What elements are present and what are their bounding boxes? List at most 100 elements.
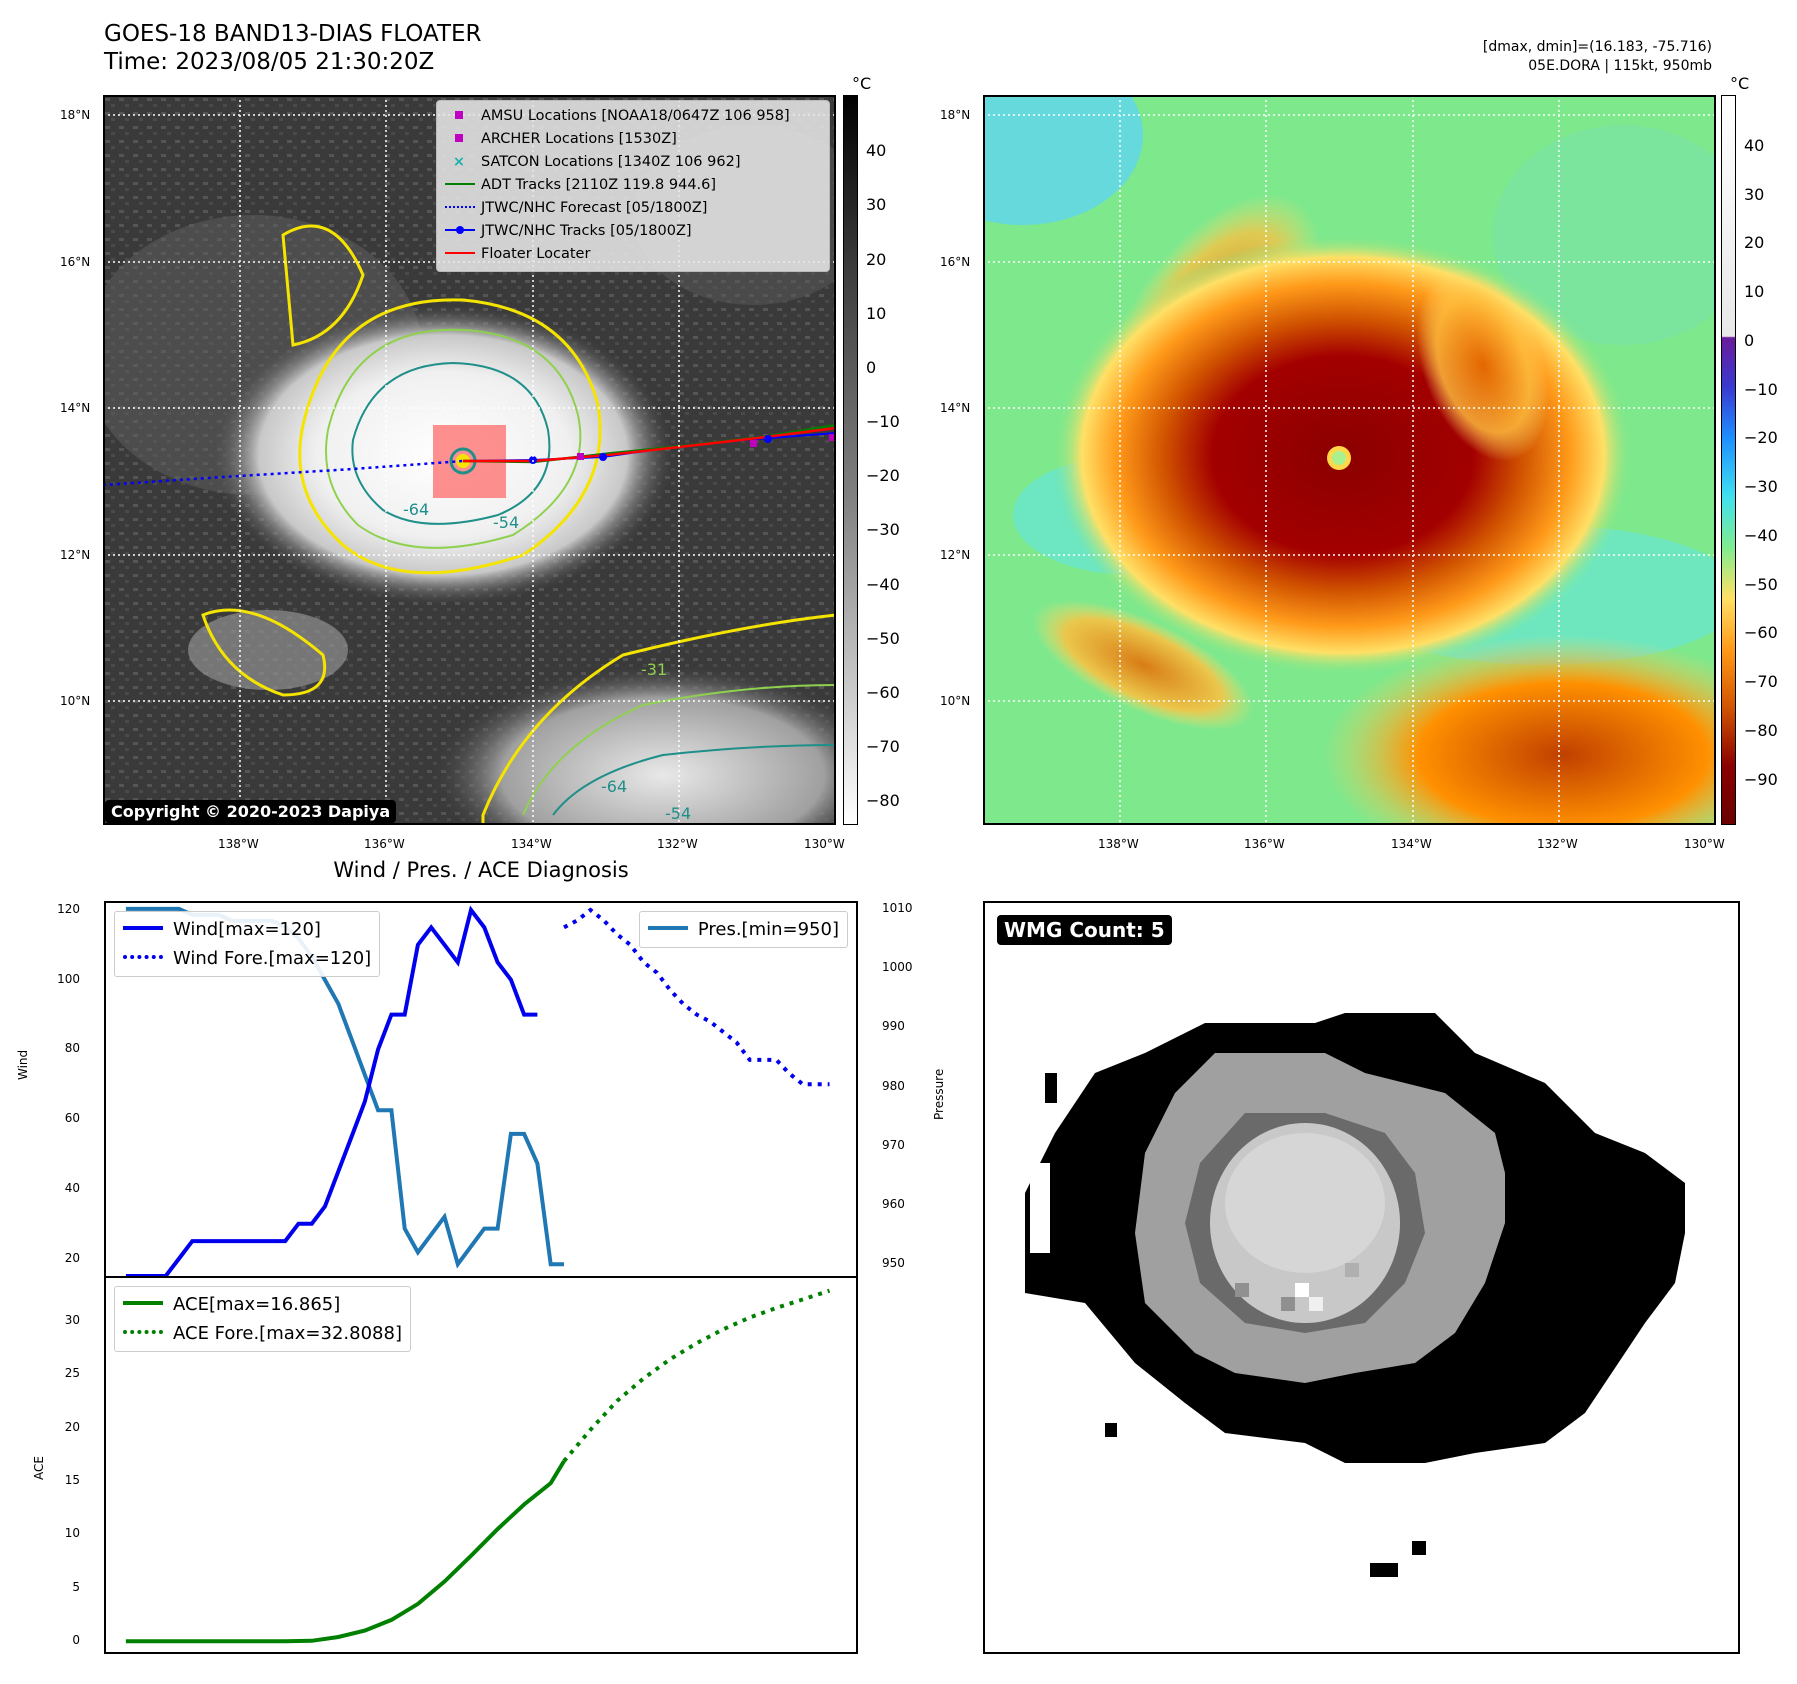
pres-legend-entry: Pres.[min=950]: [647, 915, 839, 944]
wind-pres-plot: Wind[max=120] Wind Fore.[max=120] Pres.[…: [104, 901, 858, 1278]
legend-marker-x-icon: ×: [452, 154, 466, 170]
colorbar-tick: 10: [1744, 282, 1765, 301]
contour-label: -64: [403, 500, 429, 519]
pressure-tick: 1000: [882, 960, 913, 975]
ace-legend-entry: ACE Fore.[max=32.8088]: [123, 1319, 402, 1348]
lat-tick: 16°N: [60, 255, 91, 269]
colorbar-tick: 40: [1744, 136, 1765, 155]
pressure-tick: 970: [882, 1137, 905, 1152]
colorbar-tick: −10: [866, 412, 900, 431]
colorbar-tick: −30: [866, 520, 900, 539]
ace-tick: 5: [72, 1579, 80, 1594]
lon-tick: 130°W: [804, 837, 845, 851]
copyright-badge: Copyright © 2020-2023 Dapiya: [105, 800, 397, 823]
lat-tick: 18°N: [60, 108, 91, 122]
colorbar-tick: −70: [866, 737, 900, 756]
lon-tick: 136°W: [364, 837, 405, 851]
legend-label: AMSU Locations [NOAA18/0647Z 106 958]: [481, 108, 790, 124]
colorbar-tick: −60: [866, 683, 900, 702]
lon-tick: 132°W: [657, 837, 698, 851]
figure-title: GOES-18 BAND13-DIAS FLOATER Time: 2023/0…: [104, 20, 482, 76]
colorbar-tick: −10: [1744, 380, 1778, 399]
ace-legend: ACE[max=16.865] ACE Fore.[max=32.8088]: [114, 1286, 411, 1352]
legend-label: Wind[max=120]: [173, 919, 321, 940]
pres-legend: Pres.[min=950]: [638, 911, 848, 948]
wind-axis-label: Wind: [16, 1049, 30, 1080]
pressure-tick: 1010: [882, 900, 913, 915]
wind-tick: 40: [64, 1180, 80, 1195]
legend-marker-square-icon: [455, 111, 463, 119]
legend-entry: ARCHER Locations [1530Z]: [445, 128, 677, 150]
wind-legend: Wind[max=120] Wind Fore.[max=120]: [114, 911, 381, 977]
wind-tick: 60: [64, 1111, 80, 1126]
color-map-frame: [983, 95, 1716, 825]
ir-legend: AMSU Locations [NOAA18/0647Z 106 958] AR…: [436, 100, 830, 272]
ace-tick: 10: [64, 1526, 80, 1541]
color-colorbar-unit: °C: [1730, 74, 1750, 93]
colorbar-tick: −20: [1744, 428, 1778, 447]
legend-entry: ADT Tracks [2110Z 119.8 944.6]: [445, 174, 716, 196]
wind-tick: 20: [64, 1250, 80, 1265]
wind-tick: 80: [64, 1041, 80, 1056]
title-line-1: GOES-18 BAND13-DIAS FLOATER: [104, 21, 482, 47]
diagnosis-title: Wind / Pres. / ACE Diagnosis: [333, 858, 629, 882]
legend-dotted-line-icon: [123, 955, 163, 959]
contour-label: -31: [641, 660, 667, 679]
legend-label: Floater Locater: [481, 246, 591, 262]
ace-plot: ACE[max=16.865] ACE Fore.[max=32.8088]: [104, 1276, 858, 1654]
color-map-panel: [903, 45, 1797, 875]
colorbar-tick: −90: [1744, 770, 1778, 789]
colorbar-tick: 20: [1744, 233, 1765, 252]
legend-line-icon: [445, 183, 475, 185]
ace-tick: 30: [64, 1312, 80, 1327]
legend-dotted-line-icon: [123, 1330, 163, 1334]
colorbar-tick: −50: [866, 629, 900, 648]
wind-tick: 120: [57, 901, 80, 916]
legend-entry: JTWC/NHC Forecast [05/1800Z]: [445, 197, 707, 219]
pressure-tick: 950: [882, 1256, 905, 1271]
pressure-tick: 960: [882, 1196, 905, 1211]
colorbar-tick: 40: [866, 141, 887, 160]
wind-tick: 100: [57, 971, 80, 986]
colorbar-tick: 10: [866, 304, 887, 323]
ace-forecast-line: [562, 1288, 831, 1463]
legend-line-icon: [123, 926, 163, 930]
legend-label: ACE Fore.[max=32.8088]: [173, 1323, 402, 1344]
legend-entry: JTWC/NHC Tracks [05/1800Z]: [445, 220, 692, 242]
ace-axis-label: ACE: [32, 1456, 46, 1480]
wind-forecast-line: [563, 907, 830, 1087]
legend-label: Pres.[min=950]: [697, 919, 839, 940]
colorbar-tick: 0: [866, 358, 877, 377]
legend-label: ADT Tracks [2110Z 119.8 944.6]: [481, 177, 717, 193]
ir-map-frame: [103, 95, 836, 825]
lat-tick: 14°N: [940, 401, 971, 415]
pressure-tick: 980: [882, 1078, 905, 1093]
legend-entry: Floater Locater: [445, 243, 590, 265]
colorbar-tick: 30: [1744, 185, 1765, 204]
legend-label: ARCHER Locations [1530Z]: [481, 131, 677, 147]
ace-tick: 15: [64, 1473, 80, 1488]
legend-label: JTWC/NHC Tracks [05/1800Z]: [481, 223, 692, 239]
wmg-count-badge: WMG Count: 5: [997, 915, 1172, 945]
colorbar-tick: 0: [1744, 331, 1755, 350]
contour-label: -54: [493, 513, 519, 532]
pressure-tick: 990: [882, 1019, 905, 1034]
wind-legend-entry: Wind Fore.[max=120]: [123, 944, 371, 973]
legend-entry: AMSU Locations [NOAA18/0647Z 106 958]: [445, 105, 790, 127]
legend-line-icon: [123, 1301, 163, 1305]
colorbar-tick: 30: [866, 195, 887, 214]
legend-line-dot-icon: [445, 226, 475, 234]
lat-tick: 10°N: [940, 694, 971, 708]
ir-map-panel: -64 -54 -31 -64 -54 AMSU Locations [NOAA…: [83, 95, 893, 885]
colorbar-tick: −30: [1744, 477, 1778, 496]
legend-marker-square-icon: [455, 134, 463, 142]
dmax-dmin-text: [dmax, dmin]=(16.183, -75.716): [1482, 39, 1712, 55]
storm-info-text: 05E.DORA | 115kt, 950mb: [1528, 58, 1712, 74]
lon-tick: 138°W: [218, 837, 259, 851]
ace-tick: 25: [64, 1366, 80, 1381]
colorbar-tick: −80: [866, 791, 900, 810]
wmg-image: [1025, 1013, 1685, 1577]
ir-colorbar-unit: °C: [852, 74, 872, 93]
legend-line-icon: [647, 926, 688, 930]
lat-tick: 16°N: [940, 255, 971, 269]
